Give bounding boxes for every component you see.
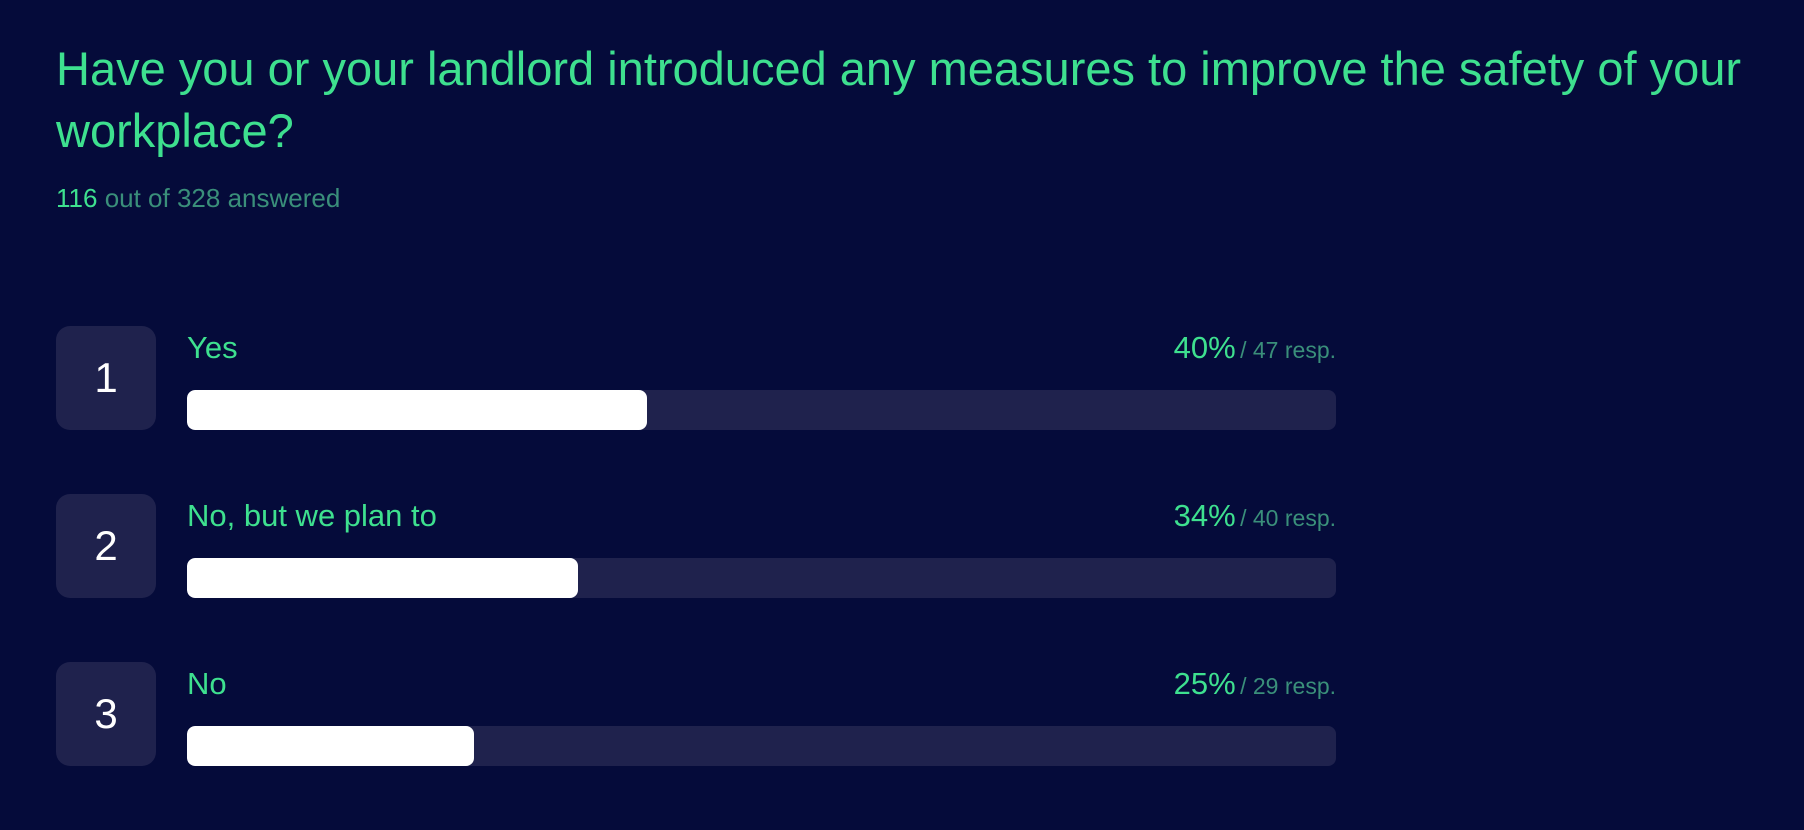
answer-response-count: / 47 resp.	[1240, 337, 1336, 363]
answer-row: 1 Yes 40% / 47 resp.	[56, 326, 1336, 430]
answer-response-count: / 29 resp.	[1240, 673, 1336, 699]
answered-summary: 116 out of 328 answered	[56, 182, 1796, 214]
question-title: Have you or your landlord introduced any…	[56, 42, 1742, 157]
answer-row: 3 No 25% / 29 resp.	[56, 662, 1336, 766]
answer-rank-badge: 3	[56, 662, 156, 766]
answer-bar-fill	[187, 390, 647, 430]
answer-row: 2 No, but we plan to 34% / 40 resp.	[56, 494, 1336, 598]
answer-response-count: / 40 resp.	[1240, 505, 1336, 531]
answer-percent: 25%	[1173, 666, 1236, 701]
answer-rank-badge: 2	[56, 494, 156, 598]
answered-count: 116	[56, 183, 98, 213]
answer-label: No	[187, 666, 227, 701]
answer-bar-fill	[187, 726, 475, 766]
answer-stats: 40% / 47 resp.	[1174, 330, 1336, 372]
answer-bar-track	[187, 390, 1336, 430]
answered-suffix: out of 328 answered	[104, 183, 341, 213]
answer-rank-badge: 1	[56, 326, 156, 430]
answer-stats: 34% / 40 resp.	[1174, 498, 1336, 540]
answer-stats: 25% / 29 resp.	[1174, 666, 1336, 708]
survey-question-panel: Have you or your landlord introduced any…	[56, 38, 1796, 214]
answer-percent: 34%	[1173, 498, 1236, 533]
answer-bar-track	[187, 558, 1336, 598]
answer-bar-fill	[187, 558, 578, 598]
response-chart: 1 Yes 40% / 47 resp. 2 No, but we plan to 34%…	[56, 326, 1336, 830]
answer-label: Yes	[187, 330, 238, 365]
answer-bar-track	[187, 726, 1336, 766]
answer-percent: 40%	[1173, 330, 1236, 365]
answer-label: No, but we plan to	[187, 498, 437, 533]
